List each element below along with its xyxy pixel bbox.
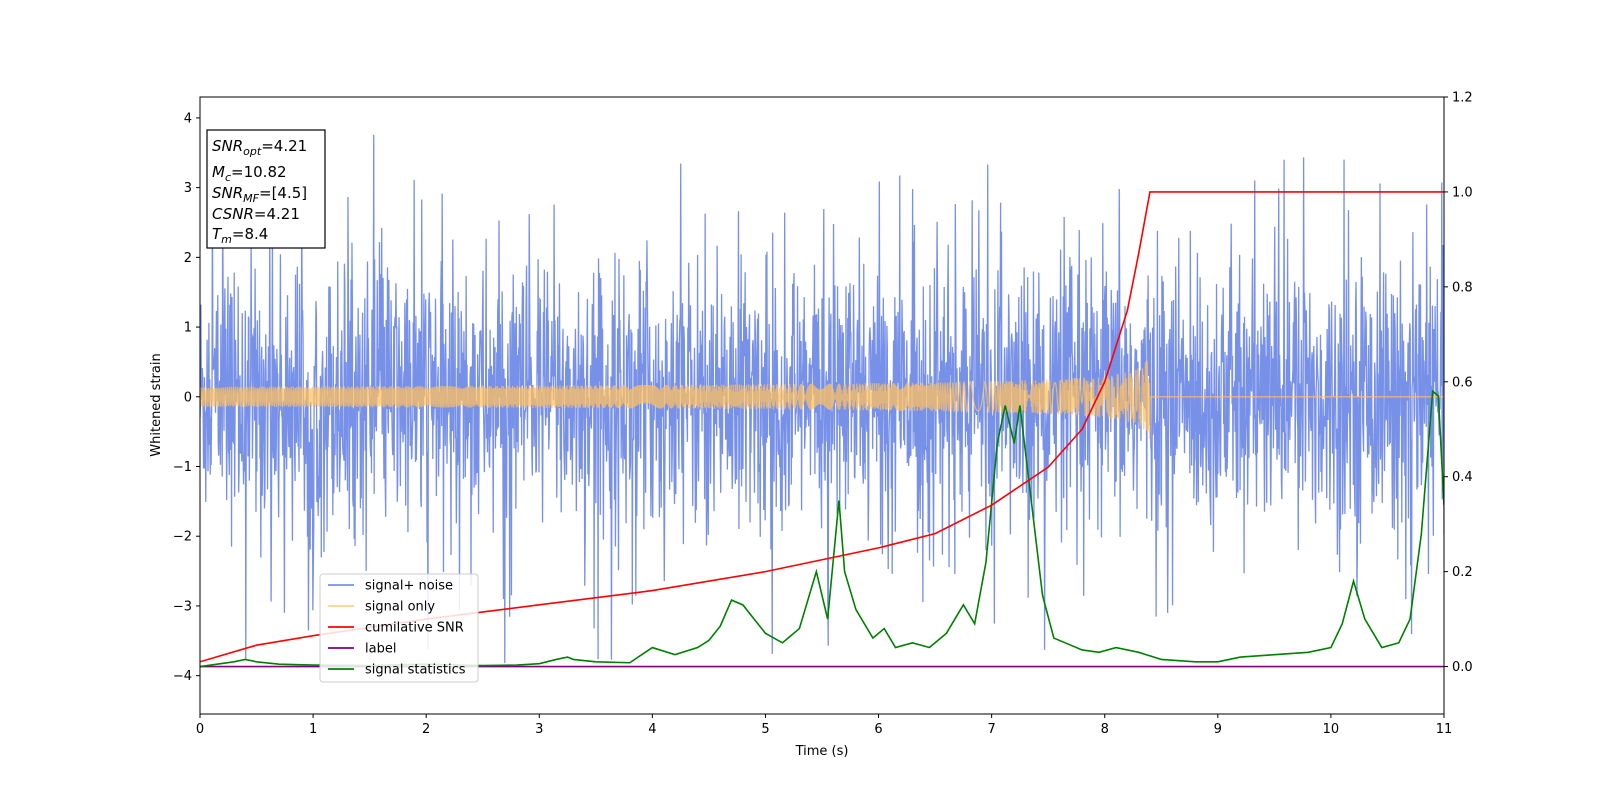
x-tick-label: 5	[761, 722, 769, 737]
y-right-tick-label: 0.8	[1452, 280, 1473, 295]
x-tick-label: 2	[422, 722, 430, 737]
y-left-tick-label: 2	[184, 251, 192, 266]
y-left-tick-label: −1	[173, 460, 192, 475]
y-left-tick-label: −3	[173, 599, 192, 614]
x-tick-label: 1	[309, 722, 317, 737]
x-tick-label: 11	[1436, 722, 1453, 737]
y-left-tick-label: 3	[184, 181, 192, 196]
legend-label: signal+ noise	[365, 579, 453, 594]
x-tick-label: 0	[196, 722, 204, 737]
legend-frame	[319, 573, 479, 683]
x-tick-label: 4	[648, 722, 656, 737]
legend: signal+ noise signal only cumilative SNR la…	[319, 573, 479, 683]
y-right-tick-label: 0.0	[1452, 660, 1473, 675]
info-box-frame	[206, 129, 326, 249]
legend-label: label	[365, 642, 396, 657]
y-left-tick-label: −4	[173, 669, 192, 684]
y-right-tick-label: 0.6	[1452, 375, 1473, 390]
y-right-tick-label: 1.2	[1452, 91, 1473, 106]
info-snr-opt: SNRopt=4.21	[212, 137, 307, 158]
y-right-tick-label: 1.0	[1452, 185, 1473, 200]
ticks-layer: 0 1 2 3 4 5 6 7 8 9 10 1143210−1−2−3−41.21.00.80.60…	[173, 91, 1473, 738]
info-snr-mf: SNRMF=[4.5]	[212, 184, 307, 205]
series-signal-only-line	[200, 360, 1444, 439]
legend-label: cumilative SNR	[365, 621, 464, 636]
x-tick-label: 9	[1214, 722, 1222, 737]
info-tm: Tm=8.4	[212, 225, 268, 246]
x-axis-label: Time (s)	[795, 744, 849, 759]
legend-label: signal only	[365, 600, 435, 615]
plot-frame	[199, 96, 1445, 715]
y-left-tick-label: −2	[173, 530, 192, 545]
y-right-tick-label: 0.4	[1452, 470, 1473, 485]
legend-label: signal statistics	[365, 663, 466, 678]
y-left-tick-label: 0	[184, 390, 192, 405]
info-csnr: CSNR=4.21	[212, 205, 300, 223]
y-right-tick-label: 0.2	[1452, 565, 1473, 580]
y-axis-label-left: Whitened strain	[149, 353, 164, 456]
x-tick-label: 6	[874, 722, 882, 737]
info-box: SNRopt=4.21 Mc=10.82 SNRMF=[4.5] CSNR=4.…	[206, 129, 326, 249]
series-signal-noise-line	[200, 134, 1444, 664]
x-tick-label: 3	[535, 722, 543, 737]
x-tick-label: 8	[1101, 722, 1109, 737]
x-tick-label: 10	[1323, 722, 1340, 737]
x-tick-label: 7	[987, 722, 995, 737]
y-left-tick-label: 1	[184, 321, 192, 336]
info-mc: Mc=10.82	[212, 163, 287, 184]
series-signal-statistics-line	[200, 389, 1444, 668]
y-left-tick-label: 4	[184, 111, 192, 126]
